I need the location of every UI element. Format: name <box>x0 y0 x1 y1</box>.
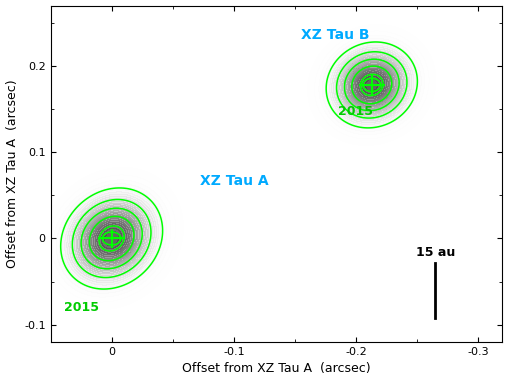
Text: XZ Tau A: XZ Tau A <box>200 174 268 189</box>
Text: 15 au: 15 au <box>416 246 455 259</box>
Text: XZ Tau B: XZ Tau B <box>301 28 369 42</box>
Text: 2015: 2015 <box>338 105 372 118</box>
X-axis label: Offset from XZ Tau A  (arcsec): Offset from XZ Tau A (arcsec) <box>182 362 371 375</box>
Y-axis label: Offset from XZ Tau A  (arcsec): Offset from XZ Tau A (arcsec) <box>6 80 19 268</box>
Text: 2015: 2015 <box>64 301 99 314</box>
